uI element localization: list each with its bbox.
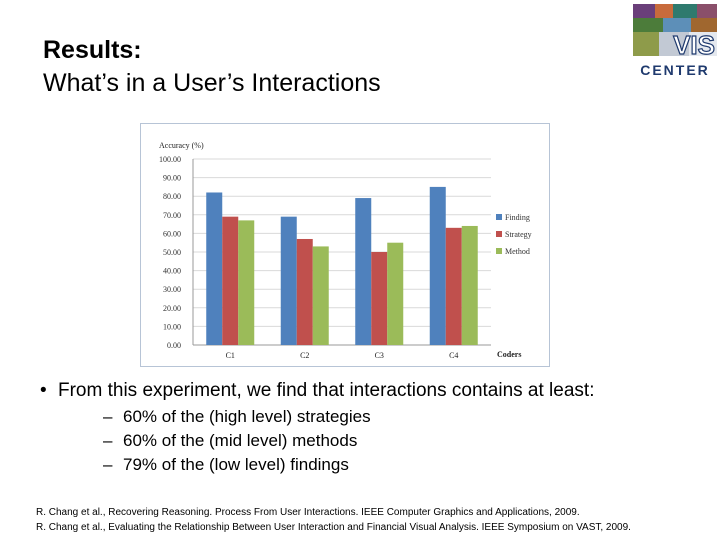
x-tick-label: C3 xyxy=(375,351,384,360)
logo-text-vis: VIS xyxy=(673,30,715,60)
sub-bullet-list: –60% of the (high level) strategies –60%… xyxy=(103,405,371,477)
y-axis-label: Accuracy (%) xyxy=(159,141,204,150)
sub-bullet-strategies: –60% of the (high level) strategies xyxy=(103,407,371,426)
bar-method-c4 xyxy=(461,225,478,345)
bar-strategy-c2 xyxy=(296,238,313,345)
bar-method-c3 xyxy=(387,242,404,345)
legend-swatch-strategy xyxy=(496,231,502,237)
y-tick-label: 70.00 xyxy=(163,211,181,220)
y-tick-label: 0.00 xyxy=(167,341,181,350)
accuracy-chart: 0.00 10.00 20.00 30.00 40.00 50.00 60.00 70.00 8… xyxy=(140,123,550,367)
y-tick-label: 30.00 xyxy=(163,285,181,294)
sub-bullet-methods: –60% of the (mid level) methods xyxy=(103,431,358,450)
reference-2: R. Chang et al., Evaluating the Relation… xyxy=(36,522,631,533)
x-tick-label: C4 xyxy=(449,351,458,360)
bar-finding-c3 xyxy=(355,198,372,345)
vis-center-logo: VIS CENTER xyxy=(633,4,717,78)
x-tick-label: C1 xyxy=(226,351,235,360)
title-line-1: Results: xyxy=(43,36,142,64)
bullet-dot: • xyxy=(40,380,47,401)
sub-bullet-findings: –79% of the (low level) findings xyxy=(103,455,349,474)
y-tick-label: 40.00 xyxy=(163,267,181,276)
chart-svg: 0.00 10.00 20.00 30.00 40.00 50.00 60.00 70.00 8… xyxy=(159,141,532,360)
legend-label-finding: Finding xyxy=(505,213,530,222)
reference-1: R. Chang et al., Recovering Reasoning. P… xyxy=(36,507,580,518)
y-tick-label: 100.00 xyxy=(159,155,181,164)
bar-strategy-c3 xyxy=(371,252,388,345)
main-bullet: • From this experiment, we find that int… xyxy=(40,380,595,402)
bar-method-c2 xyxy=(312,246,329,345)
legend-swatch-method xyxy=(496,248,502,254)
bar-method-c1 xyxy=(238,220,255,345)
legend-label-strategy: Strategy xyxy=(505,230,532,239)
x-tick-label: C2 xyxy=(300,351,309,360)
bar-finding-c2 xyxy=(280,216,297,345)
main-bullet-text: From this experiment, we find that inter… xyxy=(58,380,595,401)
references: R. Chang et al., Recovering Reasoning. P… xyxy=(36,505,631,535)
slide-title: Results: What’s in a User’s Interactions xyxy=(43,34,381,100)
title-line-2: What’s in a User’s Interactions xyxy=(43,69,381,97)
bar-strategy-c1 xyxy=(222,216,239,345)
legend-label-method: Method xyxy=(505,247,530,256)
x-axis-label: Coders xyxy=(497,350,521,359)
logo-text-center: CENTER xyxy=(640,62,710,78)
y-tick-label: 60.00 xyxy=(163,229,181,238)
y-tick-label: 50.00 xyxy=(163,248,181,257)
bar-finding-c1 xyxy=(206,192,223,345)
y-tick-label: 10.00 xyxy=(163,322,181,331)
legend-swatch-finding xyxy=(496,214,502,220)
y-tick-label: 90.00 xyxy=(163,174,181,183)
y-tick-label: 20.00 xyxy=(163,304,181,313)
bar-finding-c4 xyxy=(429,186,446,345)
y-tick-label: 80.00 xyxy=(163,192,181,201)
bar-strategy-c4 xyxy=(445,227,462,345)
